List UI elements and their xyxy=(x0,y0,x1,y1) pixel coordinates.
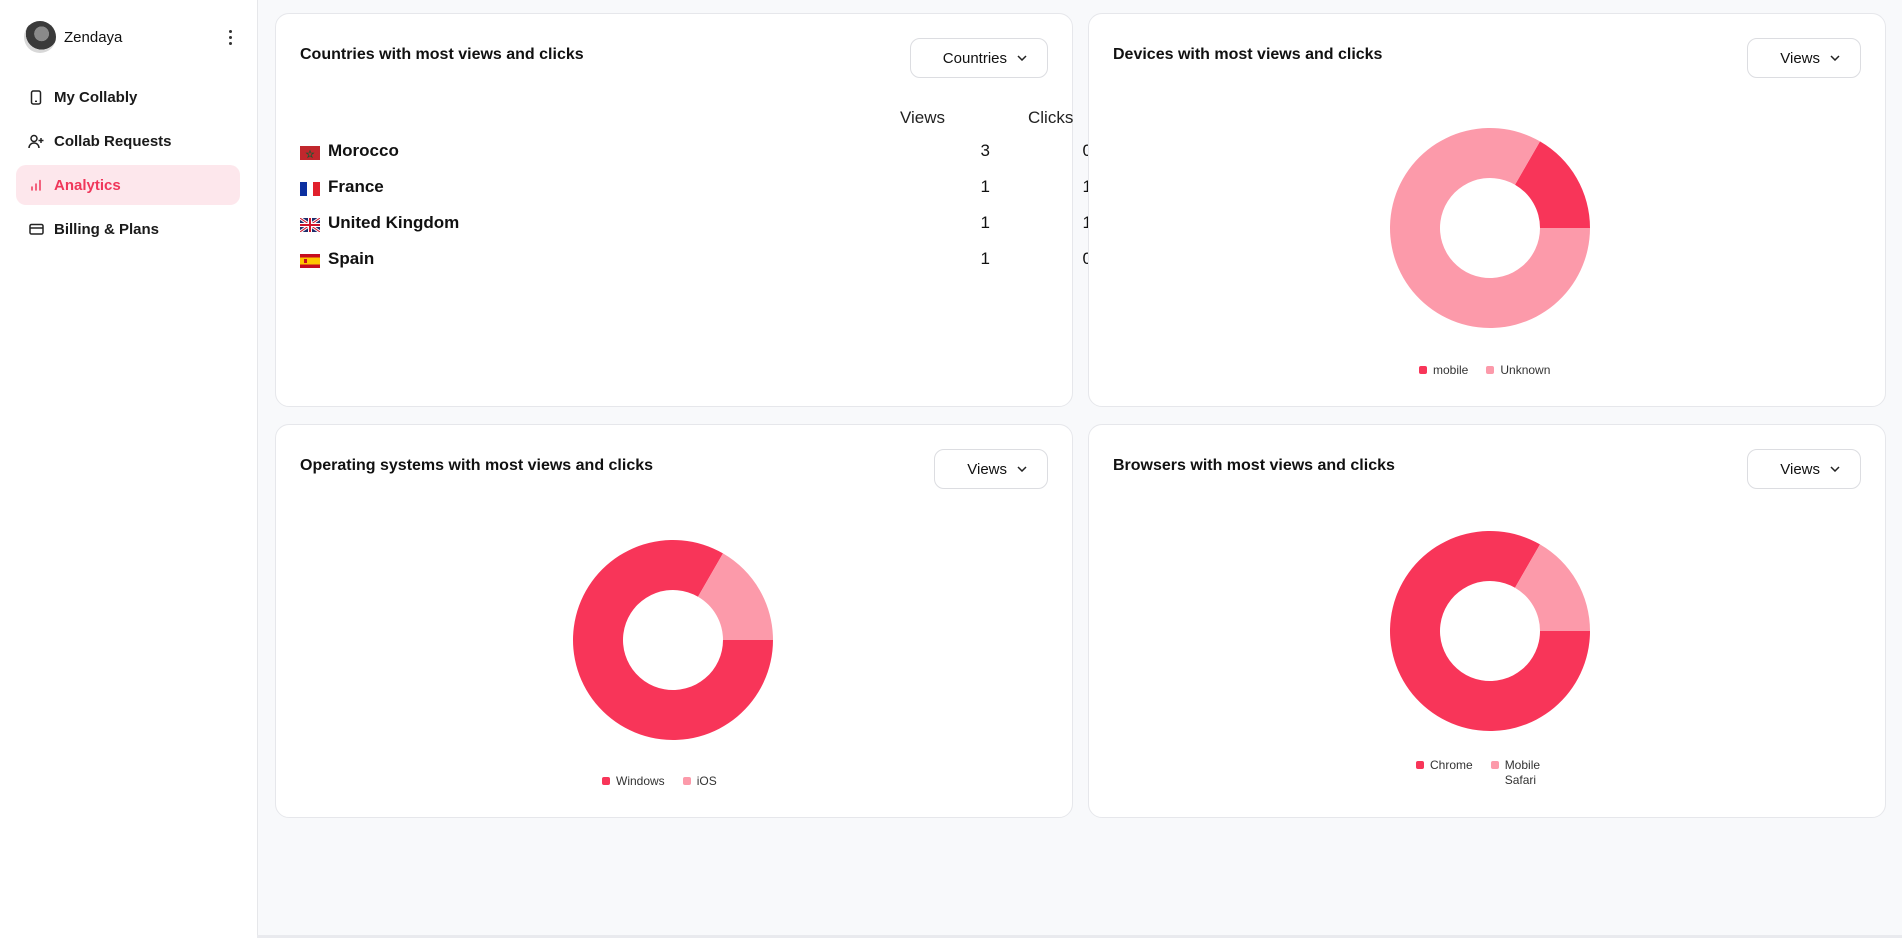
sidebar-nav: My Collably Collab Requests Analytics Bi… xyxy=(16,77,240,253)
legend-item[interactable]: iOS xyxy=(682,774,717,789)
country-name: Spain xyxy=(328,249,375,268)
sidebar-item-billing-plans[interactable]: Billing & Plans xyxy=(16,209,240,249)
table-row: Morocco 3 0 xyxy=(300,134,1092,170)
table-header: Views Clicks xyxy=(300,104,1073,134)
content-bottom-border xyxy=(257,935,1902,938)
clicks-column-header: Clicks xyxy=(1028,108,1074,127)
sidebar-item-label: Collab Requests xyxy=(54,132,172,150)
clicks-value: 0 xyxy=(1052,141,1092,161)
sidebar-item-label: Billing & Plans xyxy=(54,220,160,238)
donut-slice-chrome[interactable] xyxy=(1390,531,1590,731)
legend-item[interactable]: mobile xyxy=(1419,363,1468,378)
legend-label: mobile xyxy=(1433,363,1469,377)
countries-card: Countries with most views and clicks Cou… xyxy=(275,13,1092,407)
operating-systems-card-title: Operating systems with most views and cl… xyxy=(300,457,654,474)
sidebar-item-my-collably[interactable]: My Collably xyxy=(16,77,240,117)
sidebar-item-label: Analytics xyxy=(54,176,121,194)
views-value: 1 xyxy=(980,177,990,196)
donut-slice-ios[interactable] xyxy=(698,553,773,640)
devices-dropdown-label: Views xyxy=(1780,49,1820,67)
operating-systems-chart-legend: Windows iOS xyxy=(602,774,735,789)
spain-flag-icon xyxy=(300,254,320,268)
devices-chart-legend: mobile Unknown xyxy=(1419,363,1568,378)
france-flag-icon xyxy=(300,182,320,196)
legend-item[interactable]: Unknown xyxy=(1486,363,1550,378)
legend-swatch xyxy=(602,777,610,785)
devices-card-title: Devices with most views and clicks xyxy=(1113,46,1383,63)
views-value: 3 xyxy=(980,141,990,160)
united-kingdom-flag-icon xyxy=(300,218,320,232)
legend-swatch xyxy=(1416,761,1424,769)
chevron-down-icon xyxy=(1830,464,1840,474)
table-row: France 1 1 xyxy=(300,170,1092,206)
legend-item[interactable]: Chrome xyxy=(1416,758,1473,773)
browsers-chart-legend: Chrome Mobile Safari xyxy=(1416,758,1565,788)
user-name: Zendaya xyxy=(64,28,123,46)
chevron-down-icon xyxy=(1830,53,1840,63)
operating-systems-card: Operating systems with most views and cl… xyxy=(275,424,1073,818)
credit-card-icon xyxy=(28,221,44,237)
donut-slice-unknown[interactable] xyxy=(1390,127,1590,329)
chevron-down-icon xyxy=(1017,464,1027,474)
views-value: 1 xyxy=(980,249,990,268)
user-plus-icon xyxy=(28,133,44,149)
legend-label: Chrome xyxy=(1430,758,1473,772)
legend-label: iOS xyxy=(696,774,717,788)
views-column-header: Views xyxy=(900,108,946,127)
avatar xyxy=(24,21,56,53)
legend-label: Mobile Safari xyxy=(1504,758,1541,787)
chevron-down-icon xyxy=(1017,53,1027,63)
country-name: France xyxy=(328,177,384,196)
legend-label: Unknown xyxy=(1500,363,1551,377)
browsers-dropdown-label: Views xyxy=(1780,460,1820,478)
sidebar-item-label: My Collably xyxy=(54,88,138,106)
devices-dropdown[interactable]: Views xyxy=(1747,38,1861,78)
sidebar-item-collab-requests[interactable]: Collab Requests xyxy=(16,121,240,161)
browsers-card: Browsers with most views and clicks View… xyxy=(1088,424,1886,818)
legend-label: Windows xyxy=(616,774,665,788)
legend-swatch xyxy=(682,777,691,785)
donut-slice-mobile[interactable] xyxy=(1515,141,1590,228)
countries-table: Views Clicks Morocco 3 0 France 1 1 Unit… xyxy=(300,104,1092,278)
legend-swatch xyxy=(1419,366,1427,374)
donut-slice-mobile-safari[interactable] xyxy=(1515,544,1590,631)
table-row: United Kingdom 1 1 xyxy=(300,206,1092,242)
browsers-card-title: Browsers with most views and clicks xyxy=(1113,457,1395,474)
donut-slice-windows[interactable] xyxy=(573,540,773,740)
legend-swatch xyxy=(1486,366,1495,374)
clicks-value: 0 xyxy=(1052,249,1092,269)
countries-card-title: Countries with most views and clicks xyxy=(300,46,584,63)
views-value: 1 xyxy=(980,213,990,232)
legend-item[interactable]: Mobile Safari xyxy=(1490,758,1547,788)
clicks-value: 1 xyxy=(1052,213,1092,233)
countries-dropdown-label: Countries xyxy=(942,49,1007,67)
morocco-flag-icon xyxy=(300,146,320,160)
operating-systems-dropdown-label: Views xyxy=(967,460,1007,478)
browsers-dropdown[interactable]: Views xyxy=(1747,449,1861,489)
country-name: Morocco xyxy=(328,141,399,160)
country-name: United Kingdom xyxy=(328,213,460,232)
operating-systems-donut-chart xyxy=(573,540,773,740)
legend-swatch xyxy=(1490,761,1499,769)
clicks-value: 1 xyxy=(1052,177,1092,197)
browsers-donut-chart xyxy=(1390,531,1590,731)
table-row: Spain 1 0 xyxy=(300,242,1092,278)
countries-dropdown[interactable]: Countries xyxy=(909,38,1048,78)
devices-card: Devices with most views and clicks Views… xyxy=(1088,13,1886,407)
sidebar-item-analytics[interactable]: Analytics xyxy=(16,165,240,205)
bar-chart-icon xyxy=(28,177,44,193)
phone-icon xyxy=(28,89,44,105)
more-options-icon[interactable] xyxy=(220,25,240,49)
devices-donut-chart xyxy=(1390,127,1590,329)
legend-item[interactable]: Windows xyxy=(602,774,665,789)
user-profile[interactable]: Zendaya xyxy=(24,20,240,54)
operating-systems-dropdown[interactable]: Views xyxy=(934,449,1048,489)
sidebar: Zendaya My Collably Collab Requests Anal… xyxy=(0,0,256,938)
